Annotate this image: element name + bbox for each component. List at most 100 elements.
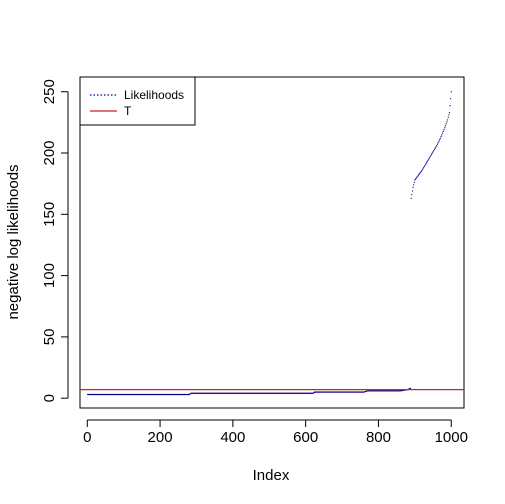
data-point bbox=[305, 392, 307, 394]
data-point bbox=[362, 391, 364, 393]
y-tick-label: 100 bbox=[41, 263, 58, 288]
data-point bbox=[322, 391, 324, 393]
data-point bbox=[276, 392, 278, 394]
data-point bbox=[399, 390, 401, 392]
data-point bbox=[207, 392, 209, 394]
data-point bbox=[185, 393, 187, 396]
data-point bbox=[185, 393, 187, 396]
data-point bbox=[259, 392, 261, 394]
data-point bbox=[166, 393, 168, 396]
data-point bbox=[199, 392, 201, 394]
data-point bbox=[263, 392, 265, 394]
data-point bbox=[359, 391, 361, 393]
legend-label-T: T bbox=[124, 104, 132, 118]
data-point bbox=[329, 391, 331, 393]
data-point bbox=[393, 390, 395, 392]
data-point bbox=[214, 392, 216, 394]
data-point bbox=[351, 391, 353, 393]
data-point bbox=[409, 387, 411, 389]
data-point bbox=[223, 392, 225, 394]
data-point bbox=[149, 393, 151, 396]
data-point bbox=[169, 393, 171, 396]
data-point bbox=[363, 391, 365, 393]
data-point bbox=[124, 393, 126, 396]
data-point bbox=[331, 391, 333, 393]
data-point bbox=[160, 393, 162, 396]
data-point bbox=[197, 392, 199, 394]
data-point bbox=[443, 129, 445, 131]
data-point bbox=[177, 393, 179, 396]
data-point bbox=[343, 391, 345, 393]
data-point bbox=[231, 392, 233, 394]
data-point bbox=[116, 393, 118, 396]
data-point bbox=[117, 393, 119, 396]
data-point bbox=[289, 392, 291, 394]
data-point bbox=[87, 393, 89, 396]
data-point bbox=[409, 388, 411, 390]
data-point bbox=[98, 393, 100, 396]
data-point bbox=[159, 393, 161, 396]
y-tick-label: 250 bbox=[41, 79, 58, 104]
data-point bbox=[118, 393, 120, 396]
data-point bbox=[350, 391, 352, 393]
data-point bbox=[236, 392, 238, 394]
data-point bbox=[227, 392, 229, 394]
data-point bbox=[138, 393, 140, 396]
data-point bbox=[93, 393, 95, 396]
data-point bbox=[264, 392, 266, 394]
data-point bbox=[231, 392, 233, 394]
data-point bbox=[449, 105, 451, 107]
data-point bbox=[367, 390, 369, 392]
data-point bbox=[377, 390, 379, 392]
data-point bbox=[285, 392, 287, 394]
data-point bbox=[164, 393, 166, 396]
data-point bbox=[282, 392, 284, 394]
data-point bbox=[156, 393, 158, 396]
data-point bbox=[328, 391, 330, 393]
data-point bbox=[173, 393, 175, 396]
data-point bbox=[346, 391, 348, 393]
data-point bbox=[330, 391, 332, 393]
data-point bbox=[213, 392, 215, 394]
data-point bbox=[116, 393, 118, 396]
legend: Likelihoods T bbox=[79, 76, 196, 126]
data-point bbox=[152, 393, 154, 396]
data-point bbox=[176, 393, 178, 396]
data-point bbox=[122, 393, 124, 396]
data-point bbox=[444, 127, 446, 129]
legend-label-likelihoods: Likelihoods bbox=[124, 88, 184, 102]
data-point bbox=[317, 391, 319, 393]
data-point bbox=[124, 393, 126, 396]
data-point bbox=[365, 390, 367, 392]
data-point bbox=[194, 392, 196, 394]
data-point bbox=[281, 392, 283, 394]
data-point bbox=[119, 393, 121, 396]
data-point bbox=[121, 393, 123, 396]
data-point bbox=[420, 170, 422, 172]
data-point bbox=[361, 391, 363, 393]
data-point bbox=[196, 392, 198, 394]
data-point bbox=[154, 393, 156, 396]
data-point bbox=[248, 392, 250, 394]
data-point bbox=[244, 392, 246, 394]
data-point bbox=[308, 392, 310, 394]
data-point bbox=[134, 393, 136, 396]
data-point bbox=[372, 390, 374, 392]
data-point bbox=[135, 393, 137, 396]
data-point bbox=[295, 392, 297, 394]
data-point bbox=[96, 393, 98, 396]
data-point bbox=[137, 393, 139, 396]
data-point bbox=[88, 393, 90, 396]
data-point bbox=[182, 393, 184, 396]
data-point bbox=[191, 392, 193, 394]
data-point bbox=[107, 393, 109, 396]
data-point bbox=[293, 392, 295, 394]
data-point bbox=[202, 392, 204, 394]
data-point bbox=[189, 393, 191, 395]
data-point bbox=[95, 393, 97, 396]
data-point bbox=[342, 391, 344, 393]
data-point bbox=[425, 163, 427, 165]
data-point bbox=[242, 392, 244, 394]
data-point bbox=[277, 392, 279, 394]
data-point bbox=[249, 392, 251, 394]
